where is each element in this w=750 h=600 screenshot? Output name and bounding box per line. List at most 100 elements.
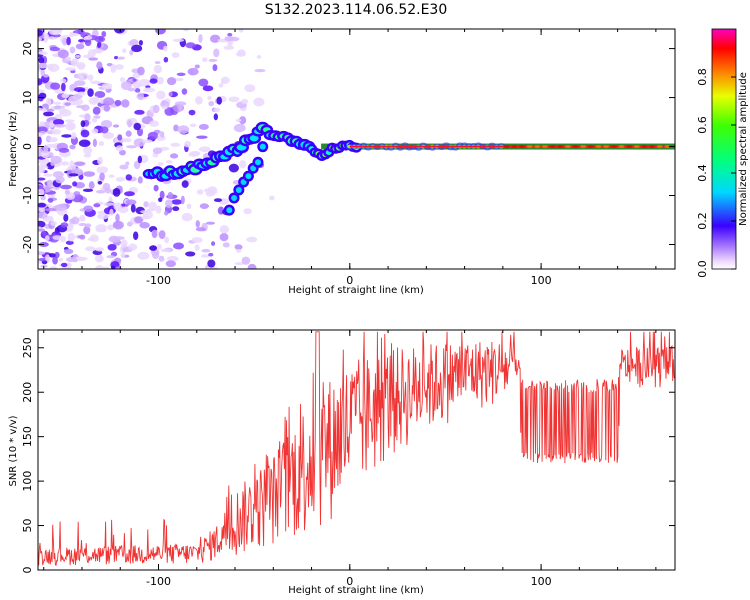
noise-blob: [238, 116, 247, 125]
noise-blob: [118, 149, 126, 156]
noise-blob: [40, 194, 46, 201]
noise-blob: [47, 63, 60, 72]
noise-blob: [134, 109, 145, 115]
noise-blob: [97, 156, 103, 165]
noise-blob: [234, 262, 245, 266]
noise-blob: [97, 180, 103, 185]
noise-blob: [141, 139, 153, 144]
noise-blob: [59, 235, 67, 243]
colorbar-tick-label: 0.6: [696, 116, 709, 134]
noise-blob: [133, 83, 143, 88]
ridge-point: [641, 144, 648, 149]
noise-blob: [103, 97, 115, 106]
noise-blob: [60, 161, 70, 166]
noise-blob: [74, 182, 85, 189]
ridge-point: [664, 144, 671, 149]
noise-blob: [237, 49, 246, 57]
ridge-point: [649, 144, 656, 149]
snr-x-tick-label: 0: [346, 575, 353, 588]
ridge-point: [618, 144, 625, 149]
noise-blob: [185, 42, 196, 49]
noise-blob: [70, 58, 79, 67]
noise-blob: [49, 266, 57, 269]
noise-blob: [178, 103, 183, 112]
spectrogram-y-axis-label: Frequency (Hz): [8, 111, 19, 187]
noise-blob: [108, 235, 119, 243]
noise-blob: [213, 107, 221, 113]
noise-blob: [205, 221, 216, 225]
colorbar-gradient: [711, 28, 737, 270]
ridge-point: [518, 144, 525, 149]
snr-frame: [37, 329, 676, 571]
ridge-point: [503, 144, 510, 149]
branch-point: [245, 173, 252, 180]
noise-blob: [134, 88, 141, 93]
noise-blob: [236, 248, 242, 253]
noise-blob: [38, 202, 47, 208]
noise-blob: [198, 78, 209, 87]
noise-blob: [137, 155, 143, 164]
noise-blob: [126, 145, 137, 149]
noise-blob: [102, 266, 110, 269]
noise-blob: [201, 248, 211, 253]
noise-blob: [174, 77, 184, 82]
noise-blob: [73, 87, 86, 92]
noise-blob: [52, 171, 64, 178]
noise-blob: [69, 46, 76, 54]
noise-blob: [83, 153, 92, 158]
noise-blob: [69, 144, 76, 150]
colorbar-tick-label: 0.8: [696, 68, 709, 86]
noise-blob: [117, 56, 125, 60]
noise-blob: [164, 236, 170, 244]
noise-blob: [58, 258, 64, 262]
noise-blob: [211, 241, 216, 246]
noise-blob: [82, 188, 94, 193]
noise-blob: [99, 255, 104, 262]
noise-blob: [165, 199, 173, 208]
noise-blob: [67, 232, 75, 242]
noise-blob: [147, 131, 158, 140]
noise-blob: [43, 111, 55, 117]
noise-blob: [200, 254, 210, 258]
branch-point: [226, 207, 233, 214]
noise-blob: [208, 100, 215, 107]
noise-blob: [60, 78, 67, 84]
noise-blob: [39, 121, 45, 127]
ridge-point: [249, 134, 259, 142]
noise-blob: [83, 171, 96, 177]
snr-x-tick-label: -100: [146, 575, 171, 588]
spectrogram-y-tick-label: -10: [21, 187, 34, 205]
noise-blob: [256, 55, 262, 59]
colorbar-ticks: 0.0 0.2 0.4 0.6 0.8: [696, 68, 736, 278]
noise-blob: [233, 123, 246, 133]
noise-blob: [195, 96, 203, 105]
noise-blob: [128, 243, 138, 251]
noise-blob: [243, 208, 252, 215]
noise-blob: [198, 146, 211, 153]
noise-blob: [98, 141, 105, 147]
noise-blob: [172, 38, 185, 42]
snr-panel: -100 0 100 0 50 100 150 200 250 Height of straig…: [8, 329, 676, 596]
noise-blob: [81, 104, 90, 111]
branch-point: [231, 194, 238, 201]
noise-blob: [62, 37, 68, 46]
chart-title: S132.2023.114.06.52.E30: [265, 2, 448, 18]
noise-blob: [183, 29, 189, 32]
noise-blob: [87, 49, 96, 58]
noise-blob: [253, 97, 265, 107]
noise-blob: [38, 132, 43, 137]
noise-blob: [149, 78, 158, 84]
noise-blob: [114, 29, 125, 34]
noise-blob: [115, 213, 120, 223]
noise-blob: [38, 177, 46, 181]
noise-blob: [173, 124, 179, 132]
noise-blob: [169, 153, 179, 159]
noise-blob: [213, 113, 219, 121]
noise-blob: [103, 105, 111, 112]
noise-blob: [77, 91, 86, 96]
noise-blob: [137, 66, 145, 76]
noise-blob: [239, 160, 247, 169]
noise-blob: [199, 203, 209, 209]
noise-blob: [38, 136, 42, 146]
